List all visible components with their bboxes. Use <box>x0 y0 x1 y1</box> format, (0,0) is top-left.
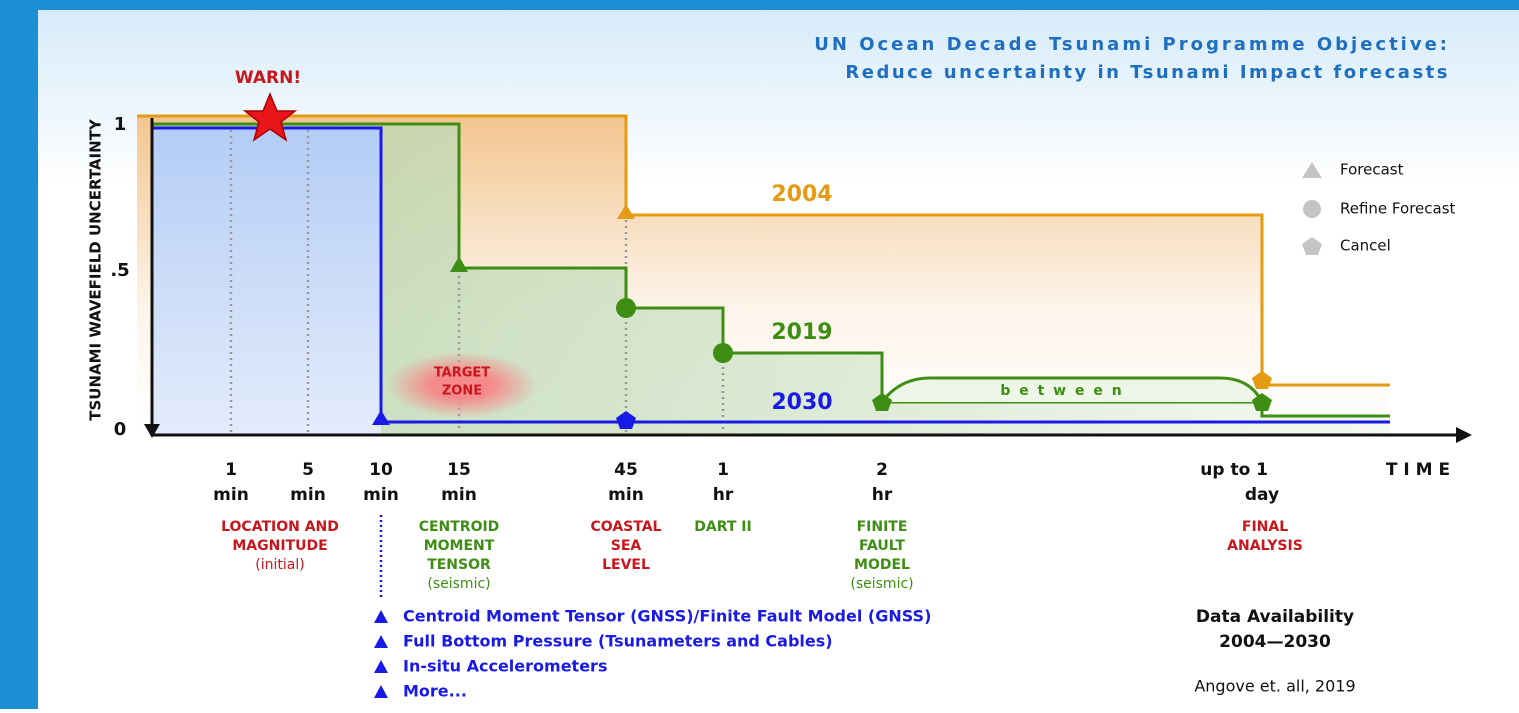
x-arrow <box>1456 427 1472 443</box>
availability: Data Availability <box>1196 607 1354 627</box>
y-tick-label: 0 <box>114 419 127 440</box>
event-label: DART II <box>694 519 751 535</box>
marker-cancel <box>1252 371 1272 389</box>
event-label: MODEL <box>854 557 910 573</box>
y-tick-label: 1 <box>114 114 127 135</box>
event-label: LEVEL <box>602 557 650 573</box>
marker-cancel <box>872 393 892 411</box>
event-label: (seismic) <box>427 576 490 592</box>
x-tick-label: min <box>213 485 249 505</box>
x-tick-label: day <box>1245 485 1279 505</box>
x-tick-label: 45 <box>614 460 638 480</box>
x-tick-label: hr <box>713 485 734 505</box>
warn: WARN! <box>235 68 301 88</box>
event-label: LOCATION AND <box>221 519 339 535</box>
between-bump <box>880 376 1264 403</box>
event-label: ANALYSIS <box>1227 538 1303 554</box>
between-label: b e t w e e n <box>1000 383 1123 399</box>
event-label: FINAL <box>1242 519 1288 535</box>
event-label: TENSOR <box>427 557 491 573</box>
marker-refine <box>616 298 636 318</box>
legend-entry: Refine Forecast <box>1340 200 1456 218</box>
legend-entry: Cancel <box>1340 237 1391 255</box>
event-label: FINITE <box>857 519 908 535</box>
event-label: CENTROID <box>419 519 500 535</box>
x-tick-label: 5 <box>302 460 314 480</box>
series-label: 2030 <box>771 390 832 415</box>
marker-forecast <box>617 204 635 219</box>
y-tick-label: .5 <box>110 260 129 281</box>
line-2004 <box>137 114 1390 387</box>
event-label: MAGNITUDE <box>232 538 327 554</box>
availability: 2004—2030 <box>1219 632 1331 652</box>
x-tick-label: 1 <box>225 460 237 480</box>
legend-entry: Forecast <box>1340 161 1404 179</box>
series-label: 2019 <box>771 320 832 345</box>
event-label: SEA <box>611 538 642 554</box>
x-tick-label: hr <box>872 485 893 505</box>
warn-star <box>242 92 298 142</box>
title: Reduce uncertainty in Tsunami Impact for… <box>845 62 1450 83</box>
target-zone-label: ZONE <box>442 384 482 399</box>
y-axis-label: TSUNAMI WAVEFIELD UNCERTAINTY <box>87 118 105 421</box>
event-label: MOMENT <box>424 538 495 554</box>
x-tick-label: 1 <box>717 460 729 480</box>
target-zone-label: TARGET <box>434 366 490 381</box>
x-tick-label: 2 <box>876 460 888 480</box>
event-label: COASTAL <box>591 519 662 535</box>
event-label: FAULT <box>859 538 905 554</box>
future-data: In-situ Accelerometers <box>403 657 607 676</box>
x-axis-label: T I M E <box>1386 460 1450 480</box>
future-bullets <box>374 610 388 698</box>
legend-pentagon <box>1302 237 1322 255</box>
citation: Angove et. all, 2019 <box>1194 677 1355 696</box>
x-tick-label: 15 <box>447 460 471 480</box>
x-tick-label: min <box>608 485 644 505</box>
y-arrow <box>144 424 160 438</box>
event-label: (seismic) <box>850 576 913 592</box>
marker-cancel <box>616 411 636 429</box>
dotted-lines <box>229 130 725 432</box>
x-tick-label: min <box>290 485 326 505</box>
legend-triangle <box>1302 162 1322 178</box>
x-tick-label: 10 <box>369 460 393 480</box>
x-tick-label: min <box>441 485 477 505</box>
event-label: (initial) <box>255 557 304 573</box>
title: UN Ocean Decade Tsunami Programme Object… <box>814 34 1450 55</box>
x-tick-label: up to 1 <box>1200 460 1268 480</box>
series-label: 2004 <box>771 182 832 207</box>
marker-refine <box>713 343 733 363</box>
target-zone <box>387 352 537 418</box>
future-data: Centroid Moment Tensor (GNSS)/Finite Fau… <box>403 607 931 626</box>
legend-circle <box>1303 200 1321 218</box>
area-2030 <box>152 128 381 435</box>
marker-forecast <box>450 256 468 272</box>
x-tick-label: min <box>363 485 399 505</box>
future-data: More... <box>403 682 467 701</box>
marker-forecast <box>372 410 390 425</box>
future-data: Full Bottom Pressure (Tsunameters and Ca… <box>403 632 833 651</box>
marker-cancel <box>1252 393 1272 411</box>
